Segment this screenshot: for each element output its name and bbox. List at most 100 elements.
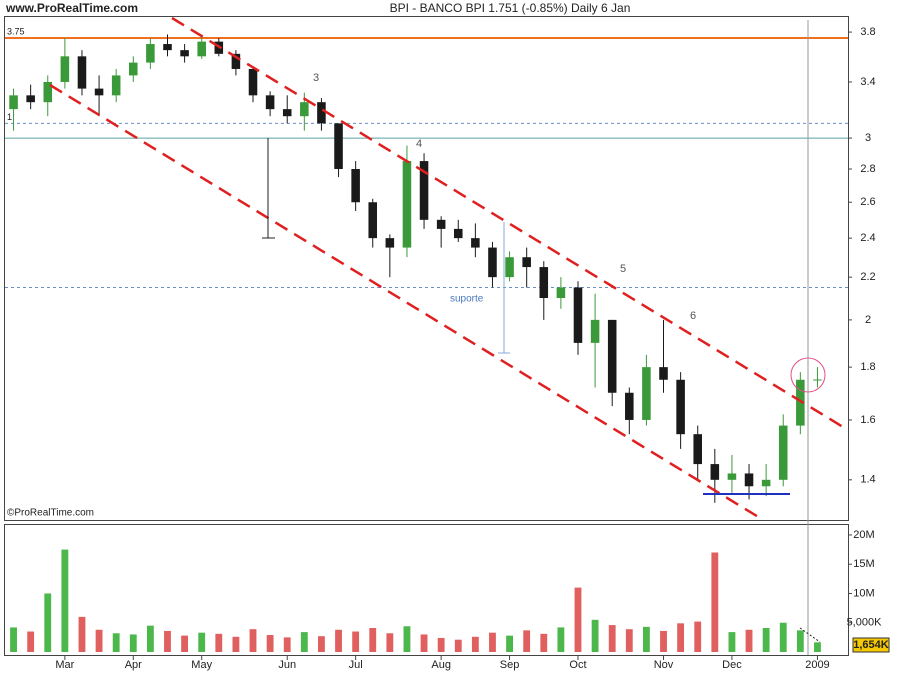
candle-body	[778, 425, 788, 480]
y-tick-label: 1.6	[860, 414, 875, 426]
y-tick-label: 2.8	[860, 163, 875, 175]
volume-bar	[198, 632, 206, 652]
candle-body	[727, 473, 737, 480]
candle-body	[43, 81, 53, 103]
x-tick-label: 2009	[805, 659, 829, 671]
copyright: ©ProRealTime.com	[7, 508, 94, 519]
last-volume-label: 1,654K	[853, 639, 889, 651]
candle-body	[744, 473, 754, 487]
volume-bar	[779, 622, 787, 652]
x-tick-label: Jun	[278, 659, 296, 671]
volume-bar	[625, 629, 633, 652]
volume-bar	[249, 629, 257, 652]
candle-body	[265, 95, 275, 110]
volume-bar	[215, 633, 223, 652]
volume-bar	[471, 636, 479, 652]
volume-bar	[129, 634, 137, 652]
y-tick-label: 1.4	[860, 474, 875, 486]
candle-body	[402, 161, 412, 248]
y-tick-label: 3.8	[860, 26, 875, 38]
candle-body	[94, 88, 104, 96]
volume-bar	[642, 626, 650, 652]
x-tick-label: Aug	[431, 659, 451, 671]
candle-body	[9, 95, 18, 110]
volume-bar	[318, 636, 325, 652]
x-tick-label: Jul	[349, 659, 363, 671]
candle-body	[60, 56, 70, 82]
x-tick-label: Mar	[55, 659, 74, 671]
x-tick-label: Nov	[654, 659, 674, 671]
candle-body	[300, 102, 309, 117]
y-tick-label: 3.4	[860, 76, 875, 88]
volume-bar	[591, 619, 599, 652]
volume-bar	[608, 625, 616, 652]
volume-bar	[266, 635, 274, 652]
candle-body	[642, 367, 651, 420]
annotation: 3	[313, 72, 319, 84]
annotation: 6	[690, 310, 696, 322]
volume-bar	[694, 621, 702, 652]
y-tick-label: 2.6	[860, 196, 875, 208]
candle-body	[761, 479, 771, 487]
volume-bar	[27, 631, 35, 652]
candle-body	[488, 247, 497, 278]
candle-body	[505, 257, 514, 278]
candle-body	[197, 41, 206, 57]
last-volume-badge	[852, 637, 890, 653]
candle-body	[471, 238, 480, 248]
trend-line-lower	[49, 83, 761, 520]
volume-bar	[283, 637, 291, 652]
y-tick-label: 2.4	[860, 232, 875, 244]
volume-bar	[112, 633, 120, 652]
volume-bar	[10, 627, 17, 652]
y-tick-label: 2.2	[860, 271, 875, 283]
volume-bar	[711, 552, 719, 652]
volume-arrow	[799, 627, 821, 643]
candle-body	[368, 202, 378, 239]
volume-bar	[369, 628, 377, 652]
plot-layer: 1.41.61.822.22.42.62.833.43.85,000K10M15…	[5, 26, 890, 671]
candle-body	[813, 379, 822, 381]
volume-tick-label: 5,000K	[847, 617, 883, 629]
volume-bar	[61, 549, 69, 652]
candle-body	[693, 434, 702, 465]
volume-tick-label: 15M	[853, 558, 874, 570]
candle-body	[163, 44, 172, 51]
volume-bar	[437, 637, 445, 652]
volume-bar	[762, 628, 770, 652]
y-tick-label: 2	[865, 314, 871, 326]
volume-bar	[540, 633, 548, 652]
candle-body	[556, 287, 566, 299]
volume-bar	[420, 634, 428, 652]
volume-bar	[352, 631, 360, 652]
volume-tick-label: 20M	[853, 529, 874, 541]
candle-body	[607, 319, 617, 393]
x-tick-label: Dec	[722, 659, 742, 671]
candle-body	[334, 123, 343, 170]
candle-body	[248, 68, 258, 96]
volume-bar	[814, 642, 821, 652]
x-tick-label: Apr	[125, 659, 142, 671]
volume-bar	[506, 635, 513, 652]
candle-body	[796, 379, 805, 426]
volume-bar	[146, 625, 154, 652]
candle-body	[351, 169, 360, 203]
volume-bar	[489, 632, 496, 652]
candle-body	[710, 464, 720, 480]
annotation: 4	[416, 138, 422, 150]
candle-body	[590, 319, 600, 343]
candle-body	[625, 392, 634, 420]
volume-bar	[335, 629, 342, 652]
level-label: 1	[7, 112, 12, 122]
candle-body	[659, 367, 668, 380]
candle-body	[522, 257, 531, 268]
volume-bar	[745, 629, 753, 652]
candle-body	[282, 109, 292, 117]
candle-body	[317, 102, 326, 124]
price-panel	[4, 16, 849, 521]
volume-bar	[386, 633, 394, 652]
annotation: 5	[620, 263, 626, 275]
x-tick-label: Oct	[569, 659, 586, 671]
volume-bar	[78, 616, 86, 652]
volume-bar	[574, 587, 582, 652]
